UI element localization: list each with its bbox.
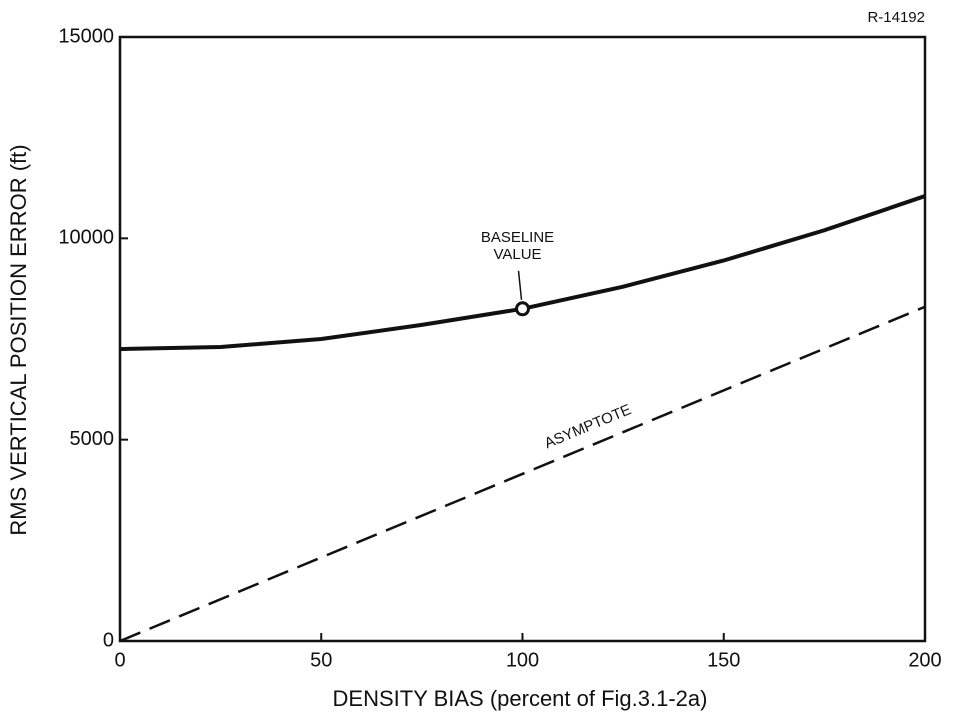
x-tick-label: 200 (908, 649, 941, 671)
y-tick-label: 0 (103, 629, 114, 651)
y-axis-label: RMS VERTICAL POSITION ERROR (ft) (6, 144, 31, 535)
id-label: R-14192 (867, 9, 925, 26)
x-axis-label: DENSITY BIAS (percent of Fig.3.1-2a) (333, 686, 708, 711)
x-tick-label: 50 (310, 649, 332, 671)
series-line (119, 194, 926, 352)
x-tick-label: 150 (707, 649, 740, 671)
series-line (119, 305, 926, 643)
annotation-arrow (517, 270, 523, 300)
y-tick-label: 5000 (70, 428, 115, 450)
x-tick-label: 100 (506, 649, 539, 671)
y-tick-label: 15000 (58, 25, 114, 47)
plot-frame (118, 35, 927, 643)
annotation-text: BASELINE (481, 229, 554, 246)
annotation-point (515, 301, 530, 317)
series-label: ASYMPTOTE (542, 401, 634, 452)
annotation-text: VALUE (493, 246, 541, 263)
y-tick-label: 10000 (58, 227, 114, 249)
x-tick-label: 0 (114, 649, 125, 671)
